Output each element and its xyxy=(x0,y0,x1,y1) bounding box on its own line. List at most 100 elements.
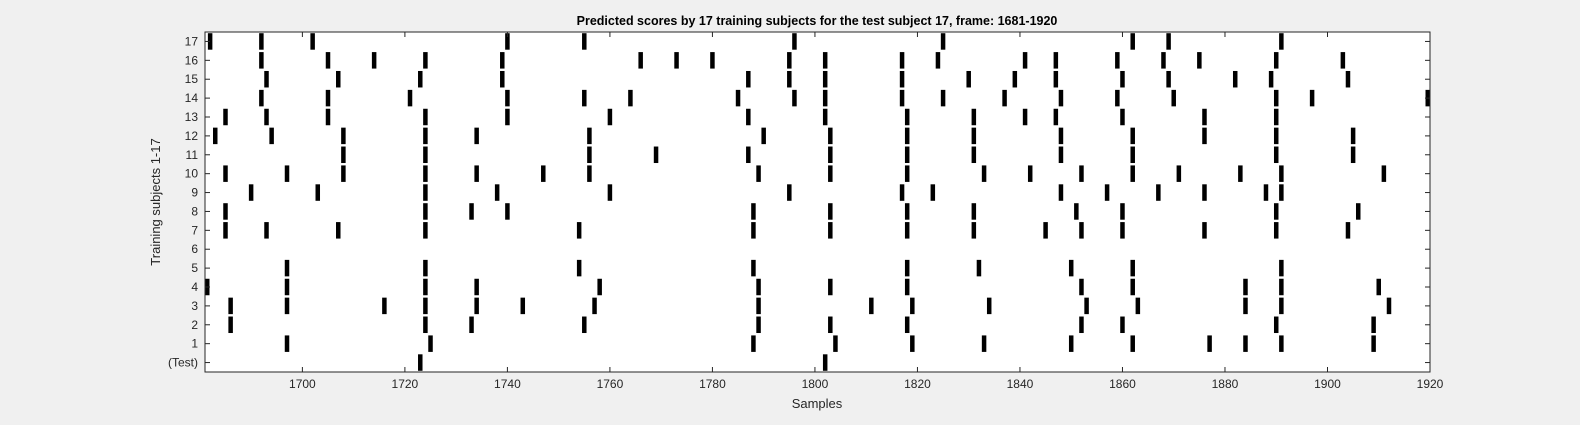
raster-mark xyxy=(223,165,228,182)
raster-mark xyxy=(746,146,751,164)
y-tick-label: 1 xyxy=(191,337,198,351)
raster-mark xyxy=(1053,52,1059,69)
x-tick-label: 1900 xyxy=(1314,377,1341,391)
raster-mark xyxy=(1120,222,1125,239)
raster-mark xyxy=(828,278,833,296)
raster-mark xyxy=(981,335,987,352)
raster-mark xyxy=(505,33,510,50)
raster-mark xyxy=(1273,52,1279,69)
raster-mark xyxy=(474,297,479,315)
raster-mark xyxy=(1273,222,1279,239)
raster-mark xyxy=(828,146,833,164)
raster-mark xyxy=(520,297,526,315)
raster-mark xyxy=(822,108,828,126)
raster-mark xyxy=(1130,146,1135,164)
raster-mark xyxy=(746,70,751,88)
raster-mark xyxy=(1202,108,1207,126)
raster-mark xyxy=(971,146,977,164)
raster-mark xyxy=(971,127,977,145)
raster-mark xyxy=(1243,278,1248,296)
raster-mark xyxy=(1104,184,1110,201)
raster-mark xyxy=(971,203,977,220)
x-tick-label: 1920 xyxy=(1417,377,1444,391)
raster-mark xyxy=(223,203,228,220)
raster-mark xyxy=(787,70,792,88)
raster-mark xyxy=(423,108,428,126)
raster-mark xyxy=(423,184,428,201)
raster-mark xyxy=(1350,127,1356,145)
raster-mark xyxy=(1068,259,1074,277)
raster-mark xyxy=(423,203,428,220)
raster-mark xyxy=(423,127,428,145)
raster-mark xyxy=(756,278,761,296)
raster-mark xyxy=(787,184,792,201)
raster-mark xyxy=(576,222,582,239)
y-axis-label: Training subjects 1-17 xyxy=(148,138,163,265)
raster-mark xyxy=(336,222,341,239)
raster-mark xyxy=(1053,70,1059,88)
x-tick-label: 1840 xyxy=(1007,377,1034,391)
raster-mark xyxy=(284,278,290,296)
raster-mark xyxy=(1022,52,1028,69)
raster-mark xyxy=(1058,127,1064,145)
raster-mark xyxy=(500,70,505,88)
raster-mark xyxy=(259,33,264,50)
raster-mark xyxy=(423,316,428,334)
y-tick-label: 15 xyxy=(185,72,199,86)
raster-mark xyxy=(1166,70,1171,88)
raster-mark xyxy=(1115,52,1120,69)
raster-mark xyxy=(474,127,479,145)
raster-mark xyxy=(899,184,905,201)
y-tick-label: 3 xyxy=(191,299,198,313)
x-tick-label: 1860 xyxy=(1109,377,1136,391)
raster-mark xyxy=(1176,165,1182,182)
raster-mark xyxy=(1084,297,1089,315)
raster-mark xyxy=(904,108,910,126)
raster-mark xyxy=(1345,222,1351,239)
raster-mark xyxy=(428,335,433,352)
raster-mark xyxy=(310,33,315,50)
raster-mark xyxy=(505,89,510,107)
raster-mark xyxy=(1156,184,1161,201)
raster-mark xyxy=(1202,184,1207,201)
raster-mark xyxy=(1238,165,1243,182)
raster-mark xyxy=(264,222,269,239)
raster-mark xyxy=(1130,165,1135,182)
raster-mark xyxy=(822,52,828,69)
raster-mark xyxy=(674,52,679,69)
x-tick-label: 1760 xyxy=(597,377,624,391)
raster-mark xyxy=(582,33,587,50)
raster-mark xyxy=(371,52,377,69)
raster-mark xyxy=(284,335,290,352)
x-tick-label: 1700 xyxy=(289,377,316,391)
raster-mark xyxy=(1273,316,1279,334)
raster-mark xyxy=(828,165,833,182)
raster-mark xyxy=(638,52,643,69)
raster-mark xyxy=(1022,108,1028,126)
raster-mark xyxy=(341,165,346,182)
raster-mark xyxy=(930,184,936,201)
raster-mark xyxy=(787,52,792,69)
raster-mark xyxy=(1120,108,1125,126)
raster-mark xyxy=(1279,33,1284,50)
raster-mark xyxy=(746,108,751,126)
raster-mark xyxy=(1058,184,1064,201)
raster-mark xyxy=(940,89,946,107)
raster-mark xyxy=(474,165,479,182)
x-tick-label: 1780 xyxy=(699,377,726,391)
raster-mark xyxy=(869,297,874,315)
y-tick-label: 9 xyxy=(191,186,198,200)
raster-mark xyxy=(1279,184,1284,201)
raster-mark xyxy=(1002,89,1007,107)
raster-mark xyxy=(1207,335,1212,352)
raster-mark xyxy=(904,146,910,164)
raster-mark xyxy=(792,33,797,50)
raster-mark xyxy=(792,89,797,107)
raster-mark xyxy=(1279,297,1284,315)
raster-mark xyxy=(1135,297,1141,315)
raster-mark xyxy=(500,52,505,69)
raster-mark xyxy=(423,259,428,277)
raster-mark xyxy=(822,89,828,107)
raster-mark xyxy=(910,297,915,315)
raster-mark xyxy=(264,70,269,88)
